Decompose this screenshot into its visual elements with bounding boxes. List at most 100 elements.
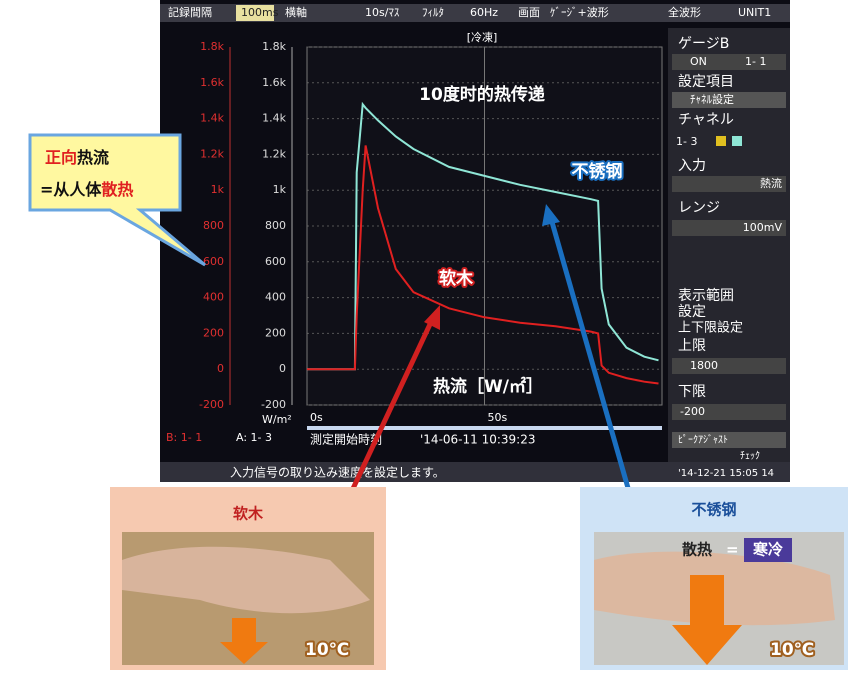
y-tick-label: 400 — [265, 291, 286, 304]
callout-part: 散热 — [101, 180, 133, 199]
panel-box — [672, 92, 786, 108]
callout-part: 正向 — [45, 148, 77, 167]
cold-arrow — [672, 575, 742, 665]
photo-text: 散热 — [682, 541, 712, 559]
tab[interactable]: 全波形 — [668, 5, 701, 19]
series-line — [307, 145, 659, 385]
panel-text[interactable]: 1- 1 — [745, 55, 766, 68]
chart: 1.8k 1.8k 1.6k 1.6k 1.4k 1.4k 1.2k 1.2k 1k 1k 800 8… — [199, 40, 662, 424]
unit-label: W/m² — [262, 413, 292, 426]
panel-text: 表示範囲 — [678, 287, 734, 304]
tab[interactable]: ﾌｨﾙﾀ — [422, 6, 444, 19]
series-label: 不锈钢 — [572, 161, 623, 182]
panel-text[interactable]: 熱流 — [760, 176, 782, 190]
tab[interactable]: 60Hz — [470, 6, 498, 19]
photo-temp: 10℃ — [305, 640, 349, 660]
y-tick-label: 1.8k — [200, 40, 224, 53]
tab[interactable]: 記録間隔 — [168, 5, 212, 19]
arrow-head — [424, 305, 440, 330]
series-line — [307, 101, 659, 371]
check-icon — [716, 136, 726, 146]
panel-text: 設定項目 — [678, 74, 734, 90]
panel-text: 入力 — [678, 158, 706, 174]
panel-text[interactable]: ON — [690, 55, 707, 68]
panel-text: 上下限設定 — [678, 320, 743, 336]
y-tick-label: 800 — [203, 219, 224, 232]
photo-hand — [122, 546, 370, 614]
screen-header: [冷凍] — [467, 31, 498, 44]
arrow-head — [542, 204, 560, 226]
panel-text[interactable]: ﾁｬﾈﾙ設定 — [690, 92, 734, 106]
y-tick-label: 400 — [203, 291, 224, 304]
panel-text[interactable]: ﾁｪｯｸ — [740, 450, 760, 462]
y-tick-label: 1k — [211, 183, 225, 196]
panel-text: 設定 — [678, 304, 706, 320]
y-tick-label: 1.6k — [262, 76, 286, 89]
scroll-bar — [307, 426, 662, 430]
tab[interactable]: 画面 — [518, 6, 540, 19]
channel-label: A: 1- 3 — [236, 431, 272, 444]
panel-text: ゲージB — [678, 36, 729, 52]
arrow — [347, 318, 435, 497]
y-tick-label: 200 — [265, 326, 286, 339]
panel-text[interactable]: 1- 3 — [676, 135, 697, 148]
top-bar — [160, 4, 790, 22]
top-bar-texts: 記録間隔 100ms 横軸 10s/ﾏｽ ﾌｨﾙﾀ 60Hz 画面 ｹﾞｰｼﾞ+… — [168, 5, 771, 19]
x-tick-label: 0s — [310, 411, 323, 424]
panel-text: レンジ — [678, 200, 720, 216]
callout-text: =从人体散热 — [40, 180, 133, 199]
panel-text[interactable]: 1800 — [690, 359, 718, 372]
tab[interactable]: ｹﾞｰｼﾞ+波形 — [550, 6, 609, 19]
y-tick-label: 1.8k — [262, 40, 286, 53]
y-tick-label: 1.4k — [200, 112, 224, 125]
callout-text: 正向热流 — [45, 148, 109, 167]
status-bar — [160, 462, 790, 482]
photo-title: 不锈钢 — [691, 501, 736, 519]
tab[interactable]: 10s/ﾏｽ — [365, 6, 400, 19]
y-tick-label: 1.6k — [200, 76, 224, 89]
y-tick-label: 1k — [273, 183, 287, 196]
series-label: 软木 — [439, 268, 474, 289]
channel-label: B: 1- 1 — [166, 431, 202, 444]
start-time: '14-06-11 10:39:23 — [420, 433, 535, 447]
panel-box — [672, 220, 786, 236]
panel-box — [672, 358, 786, 374]
y-tick-label: 0 — [217, 362, 224, 375]
photo-text: 寒冷 — [753, 541, 783, 559]
panel-box — [672, 404, 786, 420]
callout-box — [28, 133, 206, 267]
panel-box — [672, 176, 786, 192]
status-message: 入力信号の取り込み速度を設定します。 — [230, 465, 445, 480]
panel-text[interactable]: ﾋﾟｰｸｱｼﾞｬｽﾄ — [678, 434, 728, 446]
panel-box — [672, 432, 786, 448]
photo-temp: 10℃ — [770, 640, 814, 660]
photo-title: 软木 — [233, 505, 264, 523]
panel-text: 下限 — [678, 384, 706, 400]
arrow — [549, 221, 633, 496]
y-tick-label: 200 — [203, 326, 224, 339]
photo-text: = — [726, 541, 739, 559]
tab[interactable]: UNIT1 — [738, 6, 771, 19]
label-box — [744, 538, 792, 562]
x-tick-label: 50s — [488, 411, 508, 424]
y-tick-label: 800 — [265, 219, 286, 232]
y-axis-label: 热流［W/㎡］ — [433, 376, 543, 397]
panel-text: チャネル — [678, 112, 734, 128]
selected-tab — [236, 5, 274, 21]
panel-box — [672, 54, 786, 70]
start-label: 測定開始時刻 — [310, 432, 382, 447]
clock: '14-12-21 15:05 14 — [678, 468, 774, 479]
y-tick-label: 1.4k — [262, 112, 286, 125]
panel-text: 上限 — [678, 338, 706, 354]
panel-text[interactable]: -200 — [680, 405, 705, 418]
y-tick-label: -200 — [261, 398, 286, 411]
tab[interactable]: 横軸 — [285, 5, 307, 19]
callout-part: =从人体 — [40, 180, 102, 199]
panel-text[interactable]: 100mV — [743, 221, 783, 234]
chart-title: 10度时的热传递 — [419, 84, 545, 105]
y-tick-label: 600 — [265, 255, 286, 268]
callout-part: 热流 — [77, 148, 109, 167]
tab[interactable]: 100ms — [241, 6, 279, 19]
y-tick-label: 1.2k — [200, 147, 224, 160]
